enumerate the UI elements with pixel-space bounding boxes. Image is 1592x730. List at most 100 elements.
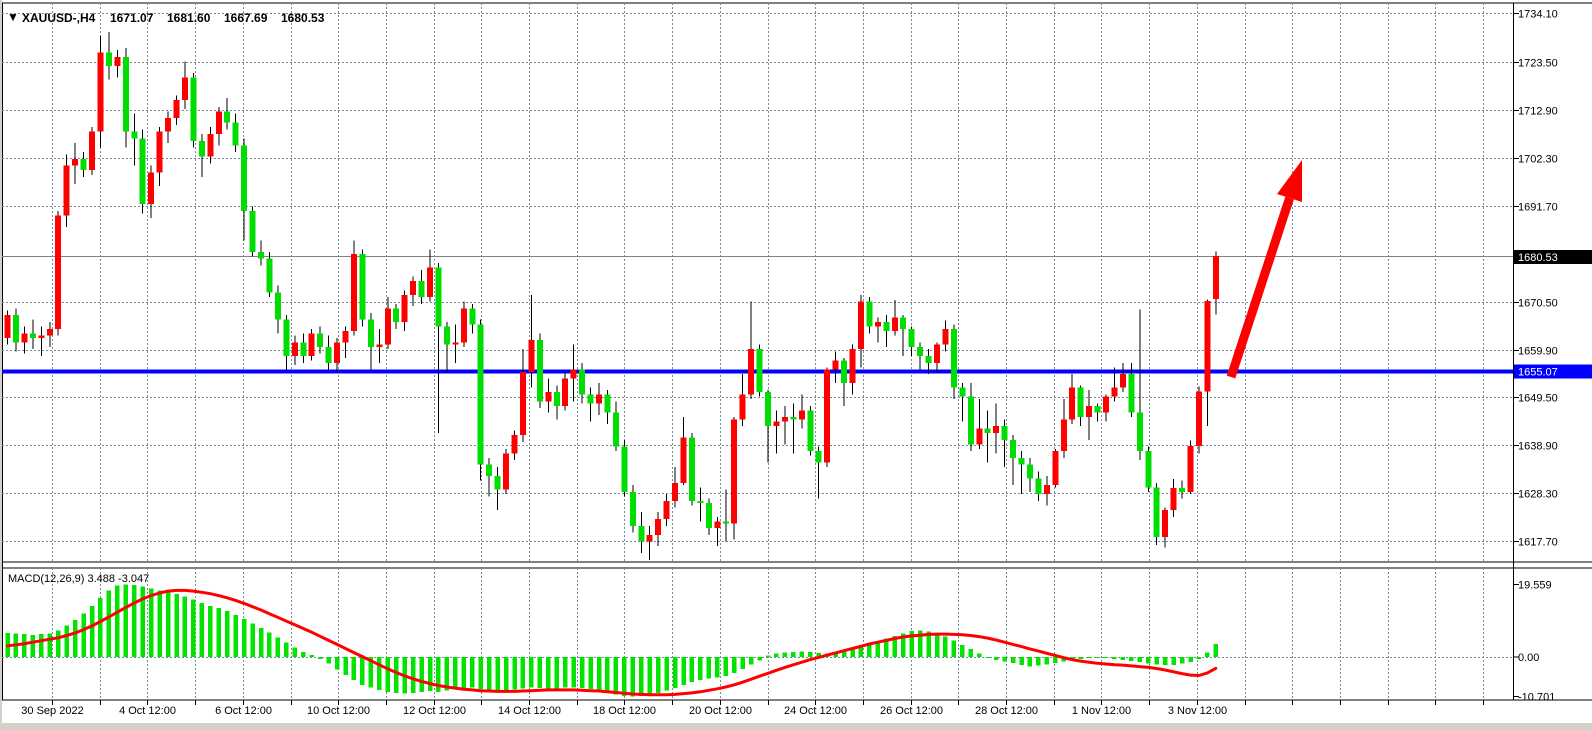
- time-axis-label: 12 Oct 12:00: [403, 705, 466, 717]
- time-axis-label: 30 Sep 2022: [21, 705, 83, 717]
- candle-down: [224, 111, 231, 123]
- macd-histogram-bar: [1019, 657, 1024, 665]
- macd-histogram-bar: [478, 657, 483, 689]
- candle-down: [486, 464, 493, 477]
- candle-up: [519, 371, 526, 436]
- candle-up: [1170, 488, 1177, 510]
- macd-signal-line: [6, 588, 1218, 697]
- support-price-tag: 1655.07: [1514, 364, 1592, 379]
- time-axis-label: 10 Oct 12:00: [307, 705, 370, 717]
- candle-down: [131, 131, 138, 139]
- macd-axis[interactable]: 19.559 0.00 -10.701: [1518, 580, 1555, 704]
- candle-up: [503, 453, 510, 490]
- macd-histogram-bar: [351, 657, 357, 680]
- candle-down: [317, 333, 324, 347]
- candle-down: [105, 52, 112, 67]
- macd-histogram-bar: [1179, 657, 1185, 664]
- macd-histogram-bar: [208, 605, 213, 657]
- macd-histogram-bar: [579, 657, 585, 689]
- macd-histogram-bar: [123, 584, 129, 657]
- macd-histogram-bar: [791, 651, 796, 657]
- candle-up: [528, 340, 535, 372]
- candle-up: [165, 118, 172, 132]
- macd-histogram-bar: [309, 655, 314, 657]
- candle-up: [663, 500, 670, 520]
- macd-histogram-bar: [1078, 657, 1083, 659]
- macd-histogram-bar: [605, 657, 610, 693]
- macd-histogram-bar: [1137, 657, 1143, 663]
- close-value: 1680.53: [281, 11, 325, 25]
- candle-down: [883, 321, 890, 332]
- macd-histogram-bar: [850, 648, 855, 657]
- time-axis[interactable]: 30 Sep 2022 4 Oct 12:00 6 Oct 12:00 10 Oct …: [21, 705, 1227, 717]
- candle-down: [815, 451, 822, 463]
- macd-histogram-bar: [943, 636, 948, 657]
- macd-histogram-bar: [495, 657, 500, 691]
- candle-down: [241, 145, 248, 212]
- macd-histogram-bar: [799, 651, 805, 657]
- candle-up: [1111, 387, 1118, 397]
- macd-histogram-bar: [554, 657, 559, 689]
- candle-up: [748, 349, 755, 395]
- candle-down: [908, 328, 915, 347]
- macd-histogram-bar: [968, 648, 974, 657]
- macd-histogram-bar: [1196, 657, 1202, 660]
- candle-down: [604, 394, 611, 413]
- candle-up: [714, 521, 721, 529]
- candle-up: [38, 335, 45, 338]
- macd-histogram-bar: [419, 657, 424, 692]
- macd-histogram-bar: [343, 657, 348, 676]
- macd-histogram-bar: [233, 614, 238, 657]
- candle-up: [781, 417, 788, 422]
- candle-down: [587, 394, 594, 404]
- macd-histogram-bar: [410, 657, 416, 693]
- time-axis-label: 4 Oct 12:00: [119, 705, 176, 717]
- candle-up: [350, 254, 357, 332]
- candle-down: [190, 77, 197, 141]
- macd-histogram-bar: [875, 641, 881, 657]
- price-axis-label: 1702.30: [1518, 154, 1558, 166]
- candle-up: [291, 342, 298, 356]
- candle-down: [469, 308, 476, 325]
- candle-down: [697, 500, 704, 504]
- price-grid-layer: [2, 3, 1513, 562]
- macd-histogram-bar: [1112, 657, 1117, 659]
- macd-histogram-bar: [884, 638, 889, 657]
- candle-up: [410, 281, 417, 295]
- candle-up: [4, 315, 11, 338]
- macd-histogram-bar: [81, 613, 86, 657]
- macd-histogram-bar: [613, 657, 619, 695]
- candle-up: [21, 333, 28, 343]
- candle-up: [207, 133, 214, 157]
- macd-histogram-bar: [1129, 657, 1134, 662]
- macd-histogram-bar: [1188, 657, 1193, 662]
- candle-down: [283, 319, 290, 356]
- last-price-tag-label: 1680.53: [1518, 252, 1558, 264]
- candle-down: [807, 410, 814, 452]
- macd-histogram-bar: [977, 653, 982, 657]
- candle-up: [993, 426, 1000, 433]
- candle-down: [612, 412, 619, 447]
- macd-histogram-bar: [672, 657, 678, 689]
- candle-down: [1153, 487, 1160, 538]
- candle-down: [359, 254, 366, 320]
- trend-arrow[interactable]: [1226, 160, 1302, 379]
- symbol-dropdown-icon[interactable]: ▼: [7, 10, 19, 24]
- macd-histogram-bar: [89, 605, 95, 657]
- macd-histogram-bar: [808, 652, 813, 657]
- candle-down: [705, 503, 712, 529]
- candle-down: [1145, 451, 1152, 488]
- macd-histogram-bar: [470, 657, 475, 688]
- macd-histogram-bar: [647, 657, 652, 695]
- macd-histogram-bar: [867, 643, 872, 657]
- candle-up: [72, 158, 79, 166]
- candle-up: [672, 482, 679, 501]
- price-axis[interactable]: 1734.10 1723.50 1712.90 1702.30 1691.70 1670.…: [1518, 9, 1558, 549]
- macd-histogram-bar: [1044, 657, 1050, 665]
- candle-down: [765, 392, 771, 427]
- candle-up: [148, 172, 155, 205]
- time-axis-label: 20 Oct 12:00: [689, 705, 752, 717]
- candle-down: [756, 349, 763, 393]
- candle-up: [63, 165, 70, 216]
